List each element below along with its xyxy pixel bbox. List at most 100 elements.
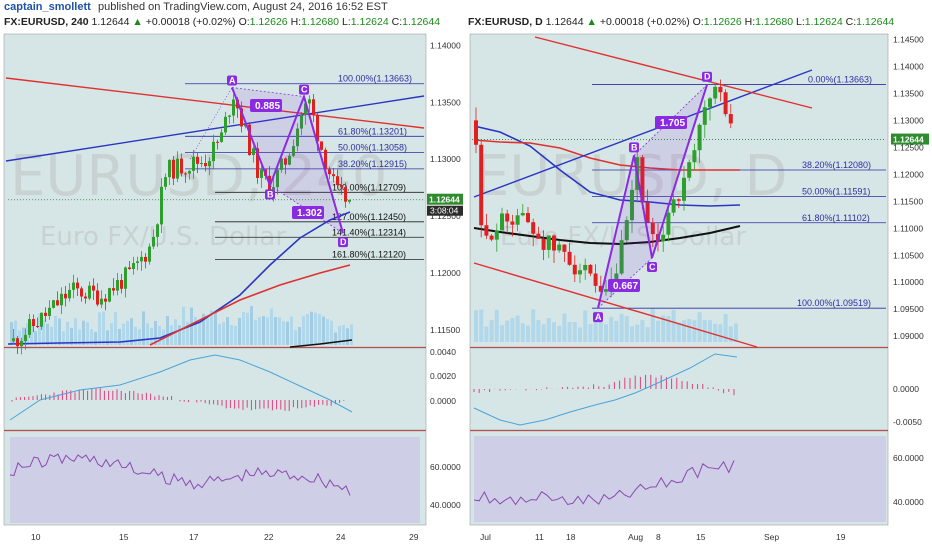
- right-x-tick: 11: [535, 532, 544, 542]
- volume-bar: [106, 330, 109, 345]
- author-link[interactable]: captain_smollett: [4, 1, 91, 13]
- candle-body: [515, 215, 520, 225]
- candle-body: [336, 176, 339, 185]
- candle-body: [682, 177, 686, 201]
- volume-bar: [34, 331, 37, 345]
- volume-bar: [713, 323, 718, 342]
- candle-body: [76, 282, 79, 289]
- right-rsi-band: [474, 436, 886, 522]
- volume-bar: [515, 315, 520, 342]
- volume-bar: [246, 312, 249, 345]
- left-price-tick: 1.11500: [430, 325, 460, 335]
- volume-bar: [298, 327, 301, 345]
- volume-bar: [350, 324, 353, 345]
- right-rsi-tick: 60.0000: [893, 453, 924, 463]
- point-label: C: [301, 85, 308, 95]
- fib-label: 100.00%(1.09519): [797, 298, 871, 308]
- volume-bar: [671, 309, 676, 342]
- volume-bar: [226, 317, 229, 345]
- ratio-badge: [250, 99, 282, 112]
- candle-body: [16, 338, 19, 347]
- pattern-line: [597, 84, 708, 309]
- right-x-tick: Jul: [480, 532, 491, 542]
- candle-body: [640, 157, 645, 203]
- left-ma-blue: [7, 211, 351, 345]
- volume-bar: [290, 316, 293, 345]
- candle-body: [208, 161, 211, 167]
- volume-bar: [734, 323, 738, 342]
- volume-bar: [70, 327, 73, 345]
- fib-label: 0.00%(1.13663): [808, 75, 872, 85]
- left-low-label: L:: [341, 16, 351, 28]
- candle-body: [552, 235, 556, 251]
- right-close: 1.12644: [856, 16, 895, 28]
- volume-bar: [54, 315, 57, 345]
- candle-body: [666, 212, 671, 235]
- left-ohlc-line: FX:EURUSD, 240 1.12644 ▲ +0.00018 (+0.02…: [4, 16, 440, 28]
- volume-bar: [541, 324, 546, 342]
- candle-body: [12, 338, 15, 342]
- right-x-tick: 15: [696, 532, 706, 542]
- pattern-fill: [270, 96, 343, 234]
- candle-body: [252, 148, 255, 156]
- candle-body: [44, 312, 47, 316]
- candle-body: [614, 273, 619, 280]
- candle-body: [172, 159, 175, 179]
- volume-bar: [110, 323, 113, 345]
- volume-bar: [342, 325, 345, 345]
- right-harmonic-pattern: A B C D 1.705 0.667: [593, 71, 712, 323]
- right-macd-tick: 0.0000: [893, 384, 919, 394]
- ratio-label: 0.667: [613, 281, 638, 292]
- right-price-tick: 1.09000: [893, 331, 924, 341]
- candle-body: [52, 300, 55, 308]
- volume-bar: [697, 312, 702, 342]
- right-symbol[interactable]: FX:EURUSD, D: [468, 16, 543, 28]
- candle-body: [96, 290, 99, 305]
- right-price-tick: 1.11000: [893, 223, 923, 233]
- right-price-tick: 1.11500: [893, 196, 923, 206]
- volume-bar: [494, 309, 499, 342]
- left-close-label: C:: [391, 16, 403, 28]
- volume-bar: [505, 320, 510, 342]
- left-close: 1.12644: [402, 16, 441, 28]
- right-high-label: H:: [744, 16, 756, 28]
- candle-body: [531, 222, 536, 234]
- volume-bar: [598, 319, 603, 342]
- right-price-tick: 1.12500: [893, 142, 924, 152]
- left-last-badge: 1.12644: [429, 195, 460, 205]
- left-macd-pane[interactable]: [3, 347, 427, 431]
- candle-body: [510, 221, 515, 225]
- volume-bar: [98, 312, 101, 345]
- right-macd-pane[interactable]: [469, 347, 889, 431]
- left-price-tick: 1.12000: [430, 268, 461, 278]
- volume-bar: [474, 310, 478, 342]
- candle-body: [20, 341, 23, 347]
- candle-body: [176, 158, 179, 179]
- volume-bar: [614, 320, 619, 342]
- right-ma-blue: [473, 125, 741, 207]
- candle-body: [520, 213, 525, 216]
- candle-body: [72, 282, 75, 290]
- left-countdown-bg: [427, 205, 463, 216]
- pattern-fill: [634, 84, 707, 258]
- pattern-dash: [231, 87, 305, 97]
- right-price-pane[interactable]: [469, 33, 889, 348]
- volume-bar: [26, 323, 29, 345]
- candle-body: [708, 98, 712, 108]
- volume-bar: [661, 315, 666, 342]
- volume-bar: [62, 331, 65, 345]
- left-symbol[interactable]: FX:EURUSD, 240: [4, 16, 89, 28]
- candle-body: [84, 296, 87, 299]
- volume-bar: [294, 330, 297, 345]
- volume-bar: [210, 310, 213, 345]
- right-macd: [473, 353, 738, 426]
- candle-body: [328, 169, 331, 175]
- volume-bar: [645, 327, 650, 342]
- up-arrow-icon: ▲: [132, 16, 143, 28]
- candle-body: [60, 293, 63, 306]
- candle-body: [152, 236, 155, 247]
- candle-body: [619, 240, 624, 274]
- candle-body: [32, 319, 35, 327]
- candle-body: [494, 230, 499, 240]
